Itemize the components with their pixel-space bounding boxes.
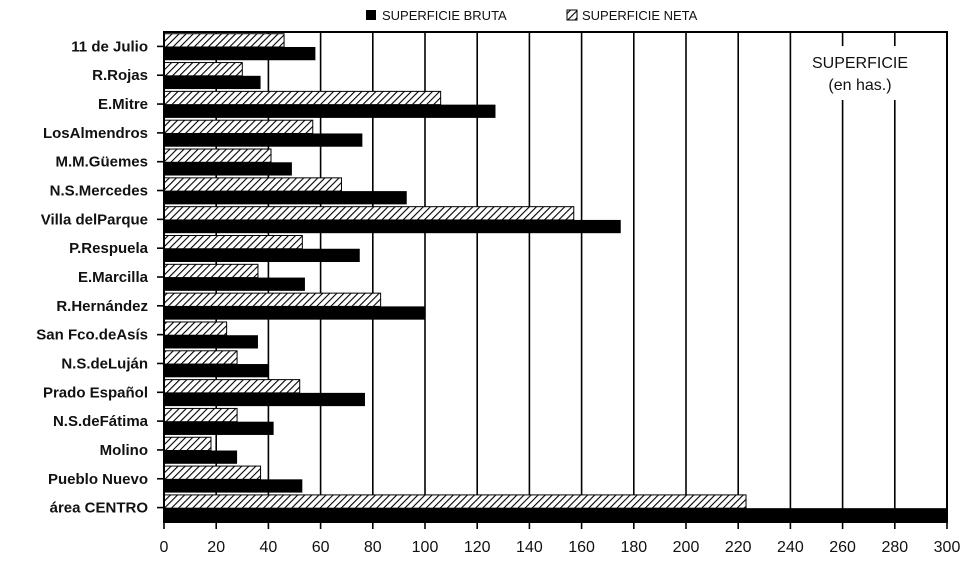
- bar-bruta: [164, 248, 360, 263]
- category-label: San Fco.deAsís: [36, 327, 148, 344]
- x-tick-label: 20: [207, 539, 225, 556]
- category-label: área CENTRO: [50, 500, 149, 517]
- bar-bruta: [164, 421, 274, 435]
- bar-neta: [163, 90, 442, 106]
- x-tick-label: 200: [673, 539, 700, 556]
- bar-neta: [163, 234, 303, 250]
- x-tick-labels: 0 20 40 60 80 100 120 140 160 180 200 220 240 260 280 3…: [160, 539, 961, 556]
- x-tick-label: 120: [464, 539, 491, 556]
- category-label: Pueblo Nuevo: [48, 471, 148, 488]
- bar-neta: [163, 33, 285, 48]
- annotation-line-1: SUPERFICIE: [812, 55, 908, 72]
- bar-bruta: [164, 46, 316, 61]
- bar-bruta: [164, 392, 365, 407]
- bar-bruta: [164, 364, 269, 378]
- category-label: N.S.Mercedes: [50, 183, 148, 200]
- bar-neta: [163, 321, 228, 336]
- x-tick-label: 140: [516, 539, 543, 556]
- category-label: Molino: [100, 442, 148, 459]
- bar-bruta: [164, 335, 258, 349]
- bar-bruta: [164, 508, 947, 522]
- legend: SUPERFICIE BRUTA SUPERFICIE NETA: [366, 8, 698, 23]
- bar-neta: [163, 379, 301, 394]
- category-label: LosAlmendros: [43, 125, 148, 142]
- category-label: Villa delParque: [41, 211, 148, 228]
- category-label: N.S.deLuján: [61, 355, 148, 372]
- bar-bruta: [164, 450, 238, 464]
- annotation: SUPERFICIE (en has.): [795, 46, 943, 100]
- x-tick-label: 80: [364, 539, 382, 556]
- bar-bruta: [164, 162, 292, 176]
- bar-bruta: [164, 75, 261, 90]
- bar-neta: [163, 292, 382, 307]
- legend-label-bruta: SUPERFICIE BRUTA: [382, 8, 507, 23]
- legend-swatch-neta: [566, 9, 578, 21]
- bar-neta: [163, 119, 314, 134]
- category-label: M.M.Güemes: [55, 154, 148, 171]
- bar-neta: [163, 177, 342, 192]
- category-label: Prado Español: [43, 384, 148, 401]
- bar-bruta: [164, 104, 496, 118]
- x-tick-label: 0: [160, 539, 169, 556]
- bar-neta: [163, 465, 262, 480]
- annotation-line-2: (en has.): [828, 77, 891, 94]
- category-label: P.Respuela: [69, 240, 149, 257]
- x-tick-label: 260: [829, 539, 856, 556]
- bar-bruta: [164, 133, 363, 147]
- category-labels: 11 de Julio R.Rojas E.Mitre LosAlmendros M.M…: [36, 38, 148, 516]
- x-tick-label: 100: [412, 539, 439, 556]
- bar-bruta: [164, 277, 305, 291]
- bar-neta: [163, 407, 238, 423]
- category-label: 11 de Julio: [71, 38, 148, 55]
- x-tick-label: 180: [620, 539, 647, 556]
- x-tick-label: 220: [725, 539, 752, 556]
- bar-neta: [163, 148, 272, 163]
- bar-neta: [163, 436, 212, 452]
- bar-bruta: [164, 306, 425, 320]
- x-tick-label: 40: [260, 539, 278, 556]
- x-tick-label: 280: [881, 539, 908, 556]
- x-tick-label: 60: [312, 539, 330, 556]
- x-tick-label: 240: [777, 539, 804, 556]
- bar-bruta: [164, 219, 621, 234]
- category-label: E.Mitre: [98, 96, 148, 113]
- bar-bruta: [164, 191, 407, 205]
- x-tick-label: 300: [934, 539, 961, 556]
- bar-bruta: [164, 479, 303, 493]
- plot-border: [163, 31, 948, 523]
- legend-swatch-bruta: [366, 10, 376, 20]
- category-label: R.Hernández: [56, 298, 148, 315]
- category-label: N.S.deFátima: [53, 413, 149, 430]
- bar-neta: [163, 350, 238, 365]
- category-label: R.Rojas: [92, 67, 148, 84]
- legend-label-neta: SUPERFICIE NETA: [582, 8, 698, 23]
- category-label: E.Marcilla: [78, 269, 149, 286]
- bar-neta: [163, 494, 747, 509]
- bar-neta: [163, 206, 575, 221]
- x-tick-label: 160: [568, 539, 595, 556]
- bar-neta: [163, 263, 259, 279]
- bars: [163, 33, 947, 522]
- bar-neta: [163, 62, 243, 77]
